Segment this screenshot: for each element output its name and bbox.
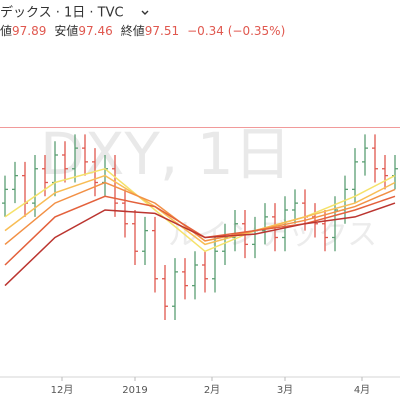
x-tick-label: 4月	[354, 384, 370, 396]
ohlc-value: 97.51	[145, 24, 179, 38]
ohlc-label: 値	[0, 23, 12, 38]
ohlc-value: 97.46	[78, 24, 112, 38]
dropdown-icon[interactable]	[141, 10, 149, 15]
plot	[0, 127, 400, 320]
ma-line	[4, 202, 396, 287]
ohlc-label: 安値	[54, 23, 78, 38]
ohlc-row: 値97.89 安値97.46 終値97.51 −0.34 (−0.35%)	[0, 23, 285, 38]
x-tick-label: 2019	[122, 385, 147, 396]
header: デックス · 1日 · TVC 値97.89 安値97.46 終値97.51 −0.3…	[0, 5, 285, 38]
x-tick-label: 12月	[51, 384, 74, 396]
watermark-name: ルインデックス	[168, 218, 377, 253]
x-tick-label: 2月	[204, 384, 220, 396]
symbol-title: デックス · 1日 · TVC	[0, 5, 124, 21]
ma-line	[4, 167, 396, 253]
watermark-symbol: DXY, 1日	[40, 120, 292, 188]
change-value: −0.34 (−0.35%)	[187, 24, 285, 38]
ohlc-value: 97.89	[12, 24, 46, 38]
ma-line	[4, 181, 396, 245]
watermark: DXY, 1日 ルインデックス	[40, 120, 377, 252]
ma-line	[4, 174, 396, 246]
ohlc-label: 終値	[121, 23, 145, 38]
x-tick-label: 3月	[277, 384, 293, 396]
